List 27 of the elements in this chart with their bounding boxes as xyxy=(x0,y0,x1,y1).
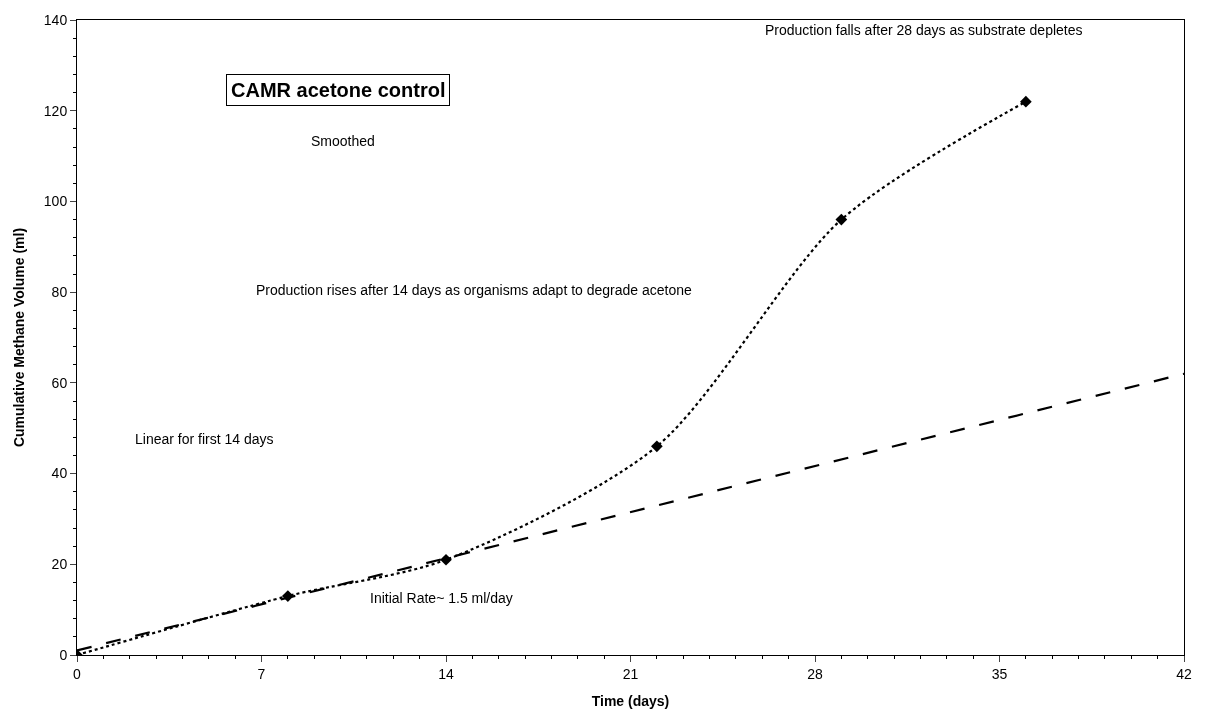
x-tick-label: 21 xyxy=(622,665,639,682)
y-axis-title: Cumulative Methane Volume (ml) xyxy=(11,227,28,448)
x-tick-label: 28 xyxy=(807,665,823,682)
annotation: Initial Rate~ 1.5 ml/day xyxy=(370,590,513,606)
y-tick-label: 140 xyxy=(43,11,68,28)
annotation: Smoothed xyxy=(311,133,375,149)
point xyxy=(1020,95,1032,108)
annotation: Production falls after 28 days as substrate depletes xyxy=(765,22,1083,38)
y-tick-label: 0 xyxy=(59,646,68,663)
y-tick-label: 120 xyxy=(43,102,68,119)
x-tick-label: 0 xyxy=(73,665,82,682)
point xyxy=(651,440,663,453)
annotation: Production rises after 14 days as organisms adapt to degrade acetone xyxy=(256,282,693,298)
y-tick-label: 100 xyxy=(43,193,68,210)
y-tick-label: 60 xyxy=(51,374,68,391)
annotation: Linear for first 14 days xyxy=(135,431,274,447)
y-tick-label: 40 xyxy=(51,465,68,482)
x-tick-label: 14 xyxy=(438,665,454,682)
y-tick-label: 20 xyxy=(51,556,68,573)
point xyxy=(440,553,452,566)
x-tick-label: 42 xyxy=(1176,665,1192,682)
y-tick-label: 80 xyxy=(51,284,68,301)
text: CAMR acetone control xyxy=(231,79,446,101)
x-axis-title: Time (days) xyxy=(591,693,670,710)
x-tick-label: 7 xyxy=(257,665,266,682)
x-tick-label: 35 xyxy=(991,665,1008,682)
point xyxy=(835,213,848,226)
